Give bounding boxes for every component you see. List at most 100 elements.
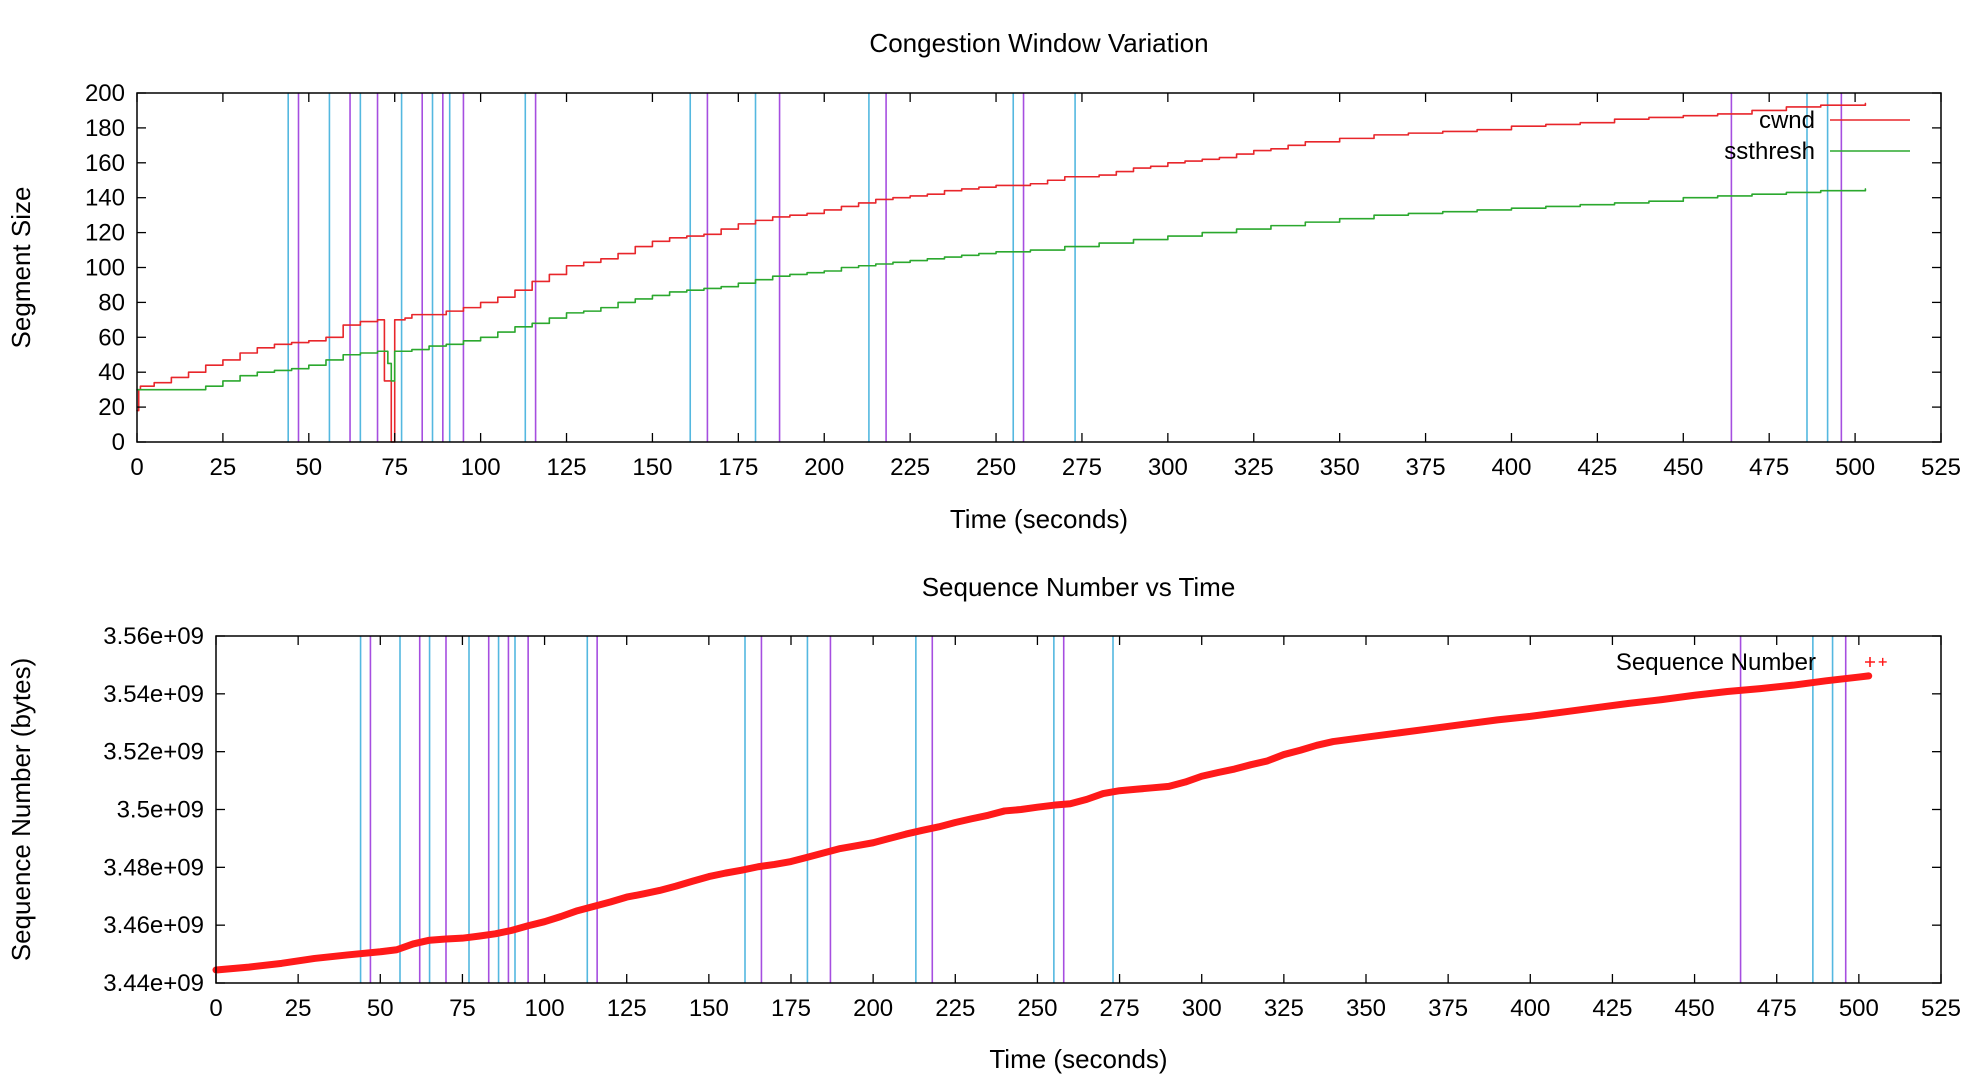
data-point [1100, 790, 1107, 797]
legend: cwnd ssthresh [1724, 107, 1910, 165]
x-tick-label: 325 [1234, 454, 1274, 481]
data-point [952, 819, 959, 826]
data-point [1001, 807, 1008, 814]
data-point [903, 831, 909, 838]
data-point [443, 936, 449, 943]
data-point [1018, 806, 1024, 813]
x-tick-label: 150 [689, 995, 729, 1022]
data-point [1363, 734, 1369, 741]
chart-panel-1: Congestion Window Variation 0 25 50 75 100 125… [6, 28, 1961, 534]
data-point [1560, 709, 1567, 716]
data-point [508, 927, 515, 934]
data-point [377, 948, 384, 955]
y-axis: 3.44e+09 3.46e+09 3.48e+09 3.5e+09 3.52e+09 3… [103, 623, 1941, 997]
y-tick-label: 200 [85, 80, 125, 107]
data-point [311, 955, 318, 962]
data-point [1855, 674, 1862, 681]
data-point [1198, 773, 1205, 780]
x-tick-label: 425 [1592, 995, 1632, 1022]
data-point [278, 960, 285, 967]
y-tick-label: 3.48e+09 [103, 854, 204, 881]
y-tick-label: 160 [85, 150, 125, 177]
data-point [1215, 769, 1222, 776]
legend: Sequence Number [1616, 649, 1875, 676]
x-tick-label: 275 [1100, 995, 1140, 1022]
data-point [1165, 783, 1172, 790]
y-tick-label: 80 [98, 289, 125, 316]
y-tick-label: 0 [112, 429, 125, 456]
x-tick-label: 175 [771, 995, 811, 1022]
data-point [935, 823, 942, 830]
data-point [985, 812, 992, 819]
x-tick-label: 375 [1406, 454, 1446, 481]
x-tick-label: 0 [130, 454, 143, 481]
y-tick-label: 20 [98, 394, 125, 421]
data-point [1297, 747, 1304, 754]
data-point [640, 890, 647, 897]
x-tick-label: 0 [209, 995, 222, 1022]
data-point [870, 839, 877, 846]
x-tick-label: 100 [461, 454, 501, 481]
x-tick-label: 525 [1921, 995, 1961, 1022]
data-point [705, 873, 712, 880]
data-point [1790, 682, 1797, 689]
data-point [656, 887, 663, 894]
x-axis: 0 25 50 75 100 125 150 175 200 225 250 275 300 325 350… [130, 93, 1961, 481]
data-point [245, 964, 252, 971]
data-point [1865, 672, 1872, 679]
y-tick-label: 3.54e+09 [103, 681, 204, 708]
y-axis: 0 20 40 60 80 100 120 140 160 180 200 [85, 80, 1941, 456]
data-point [1625, 700, 1632, 707]
data-point [1149, 784, 1156, 791]
chart-title: Sequence Number vs Time [922, 572, 1236, 602]
x-tick-label: 50 [295, 454, 322, 481]
x-tick-label: 200 [853, 995, 893, 1022]
x-tick-label: 250 [1017, 995, 1057, 1022]
x-tick-label: 200 [804, 454, 844, 481]
data-point [837, 845, 844, 852]
x-tick-label: 400 [1491, 454, 1531, 481]
x-axis-label: Time (seconds) [989, 1044, 1167, 1074]
chart-panel-2: Sequence Number vs Time 0 25 50 75 100 125 150 1… [6, 572, 1961, 1074]
data-point [771, 861, 778, 868]
data-point [590, 903, 597, 910]
x-tick-label: 325 [1264, 995, 1304, 1022]
data-point [738, 867, 745, 874]
data-point [574, 907, 581, 914]
legend-swatch [1865, 657, 1875, 667]
x-tick-label: 50 [367, 995, 394, 1022]
data-point [1395, 729, 1402, 736]
data-point [1823, 677, 1829, 684]
data-point [1248, 761, 1254, 768]
data-point [607, 899, 614, 906]
x-tick-label: 500 [1835, 454, 1875, 481]
y-tick-label: 100 [85, 255, 125, 282]
series-line [136, 188, 1867, 391]
data-point [673, 883, 679, 890]
x-tick-label: 225 [935, 995, 975, 1022]
data-point [722, 870, 729, 877]
x-tick-label: 100 [525, 995, 565, 1022]
data-point [820, 849, 827, 856]
plot-frame [136, 92, 1942, 443]
legend-label: ssthresh [1724, 138, 1815, 165]
event-lines [287, 93, 1843, 442]
y-tick-label: 3.5e+09 [117, 797, 204, 824]
chart-title: Congestion Window Variation [869, 28, 1208, 58]
x-tick-label: 225 [890, 454, 930, 481]
x-tick-label: 375 [1428, 995, 1468, 1022]
x-tick-label: 400 [1510, 995, 1550, 1022]
data-point [1658, 696, 1665, 703]
data-point [1428, 725, 1435, 732]
y-tick-label: 60 [98, 324, 125, 351]
data-point [1724, 688, 1731, 695]
series-line [136, 102, 1867, 443]
point-marker [1878, 657, 1887, 666]
x-tick-label: 125 [547, 454, 587, 481]
x-tick-label: 250 [976, 454, 1016, 481]
data-point [1034, 804, 1041, 811]
data-point [1050, 802, 1057, 809]
y-tick-label: 3.56e+09 [103, 623, 204, 650]
x-tick-label: 350 [1346, 995, 1386, 1022]
data-point [426, 937, 433, 944]
